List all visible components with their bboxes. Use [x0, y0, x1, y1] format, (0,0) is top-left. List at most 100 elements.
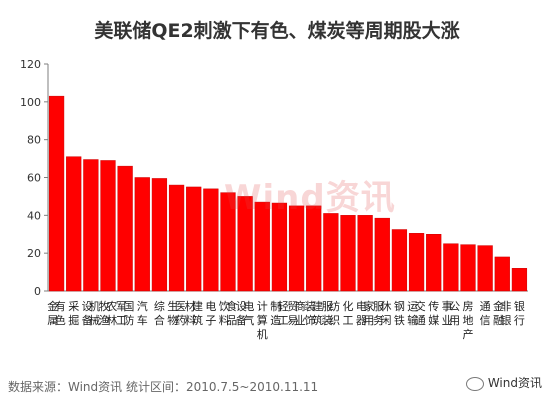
bar-3 [83, 159, 99, 292]
svg-text:运: 运 [407, 300, 418, 313]
svg-text:贸: 贸 [287, 300, 298, 313]
svg-text:汽: 汽 [137, 299, 148, 313]
svg-text:渔: 渔 [99, 314, 110, 327]
svg-text:算: 算 [257, 313, 268, 327]
svg-text:综: 综 [154, 299, 165, 313]
svg-text:行: 行 [514, 314, 525, 327]
bar-6 [134, 177, 150, 292]
svg-text:制: 制 [270, 300, 281, 313]
svg-text:筑: 筑 [192, 313, 203, 327]
svg-text:服: 服 [322, 300, 333, 313]
svg-text:计: 计 [257, 300, 268, 313]
svg-text:掘: 掘 [68, 313, 79, 327]
svg-text:器: 器 [356, 314, 367, 327]
y-axis: 0 20 40 60 80 100 120 [20, 58, 528, 298]
x-tick-label: 综合 [154, 299, 165, 327]
svg-text:牧: 牧 [99, 299, 110, 313]
bar-22 [408, 233, 425, 292]
svg-text:化: 化 [343, 299, 354, 313]
bar-4 [100, 160, 116, 292]
bar-1 [48, 95, 65, 292]
svg-text:通: 通 [415, 314, 426, 327]
svg-text:机: 机 [257, 327, 268, 341]
y-tick-label: 100 [20, 96, 41, 109]
brand-name: Wind资讯 [487, 376, 542, 390]
svg-text:休: 休 [381, 300, 392, 313]
svg-text:机: 机 [89, 299, 100, 313]
svg-text:业: 业 [295, 314, 306, 327]
svg-text:信: 信 [480, 314, 491, 327]
svg-text:筑: 筑 [312, 313, 323, 327]
svg-text:料: 料 [219, 313, 230, 327]
bar-15 [288, 205, 305, 292]
footer-brand: Wind资讯 [465, 374, 542, 391]
svg-text:设: 设 [236, 300, 247, 313]
bar-20 [374, 217, 390, 292]
svg-text:食: 食 [226, 299, 237, 313]
y-tick-label: 40 [27, 209, 41, 222]
bar-13 [254, 201, 270, 292]
svg-text:钢: 钢 [394, 300, 405, 313]
svg-text:材: 材 [185, 299, 196, 313]
x-tick-label: 传媒 [428, 300, 439, 327]
chart-title: 美联储QE2刺激下有色、煤炭等周期股大涨 [94, 20, 460, 42]
svg-text:通: 通 [480, 300, 491, 313]
bar-24 [443, 243, 459, 292]
svg-text:工: 工 [343, 314, 354, 327]
bar-16 [306, 205, 322, 292]
svg-text:金: 金 [493, 299, 504, 313]
svg-text:闲: 闲 [381, 313, 392, 327]
x-tick-label: 化工 [343, 299, 354, 327]
svg-text:织: 织 [329, 314, 340, 327]
svg-text:色: 色 [55, 313, 66, 327]
svg-text:装: 装 [322, 314, 333, 327]
x-tick-label: 房地产 [463, 300, 474, 341]
svg-text:易: 易 [287, 314, 298, 327]
svg-text:车: 车 [137, 313, 148, 327]
x-tick-label: 钢铁 [394, 300, 405, 327]
x-tick-label: 电子 [205, 300, 216, 327]
y-tick-label: 0 [34, 285, 41, 298]
svg-text:建: 建 [312, 299, 323, 313]
svg-text:建: 建 [192, 299, 203, 313]
svg-text:林: 林 [106, 313, 117, 327]
svg-text:用: 用 [449, 314, 460, 327]
bar-2 [66, 156, 82, 292]
bar-19 [357, 215, 373, 292]
x-tick-label: 采掘 [68, 300, 79, 327]
bar-18 [340, 215, 356, 292]
y-tick-label: 80 [27, 134, 41, 147]
bar-12 [237, 196, 253, 292]
svg-text:合: 合 [154, 313, 165, 327]
bar-14 [271, 202, 288, 292]
svg-text:金: 金 [47, 299, 58, 313]
bar-28 [511, 268, 528, 292]
svg-text:饰: 饰 [305, 313, 316, 327]
x-axis-labels: 有色金属采掘机械设备农林牧渔国防军工汽车综合医药生物建筑材料电子食品饮料电气设备… [47, 299, 525, 341]
svg-text:铁: 铁 [394, 314, 405, 327]
svg-text:产: 产 [463, 327, 474, 341]
svg-text:备: 备 [236, 313, 247, 327]
bar-5 [117, 165, 133, 292]
footer-source: 数据来源：Wind资讯 统计区间：2010.7.5~2010.11.11 [8, 380, 319, 394]
bar-10 [203, 188, 219, 292]
svg-text:输: 输 [407, 313, 418, 327]
svg-text:融: 融 [493, 314, 504, 327]
y-tick-label: 120 [20, 58, 41, 71]
svg-text:家: 家 [363, 299, 374, 313]
svg-text:电: 电 [205, 300, 216, 313]
svg-text:军: 军 [116, 300, 127, 313]
svg-text:医: 医 [175, 300, 186, 313]
svg-text:房: 房 [463, 300, 474, 313]
svg-text:有: 有 [55, 299, 66, 313]
y-tick-label: 60 [27, 172, 41, 185]
bar-9 [186, 186, 202, 292]
bar-11 [220, 192, 236, 292]
